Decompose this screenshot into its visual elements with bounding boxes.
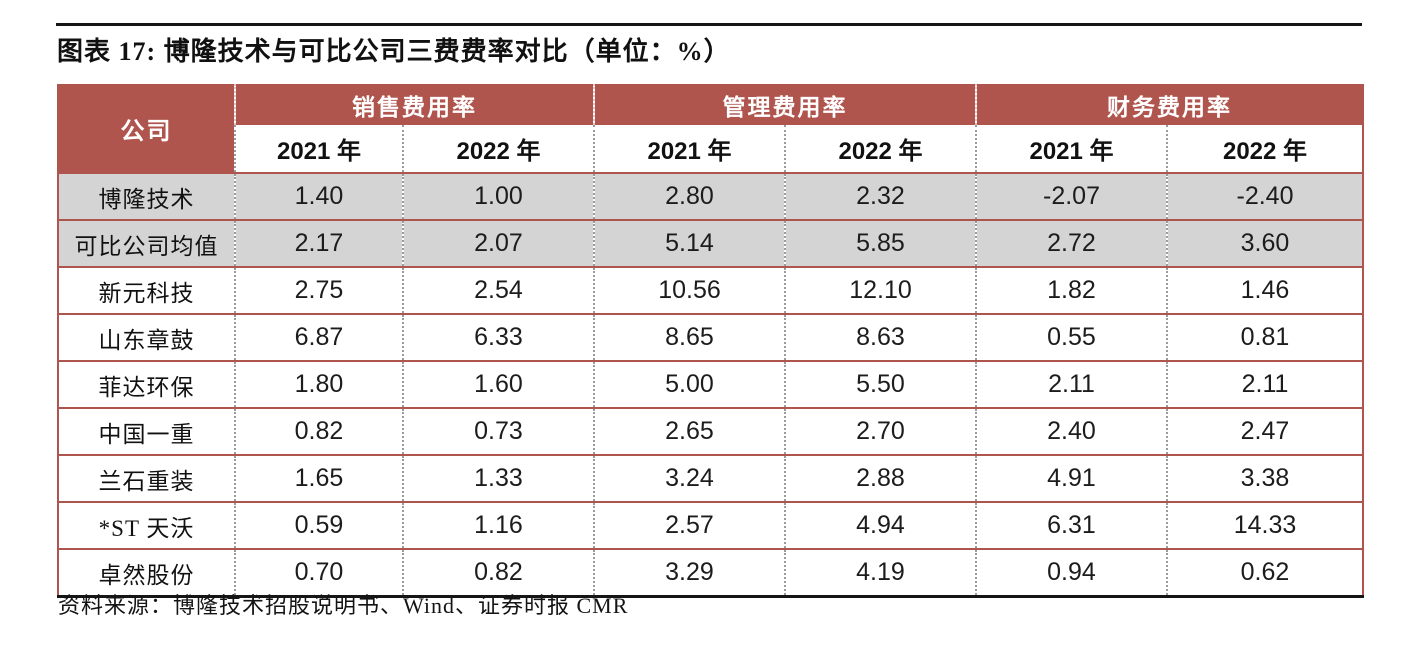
value-cell: 0.62 (1166, 548, 1363, 597)
value-cell: 2.32 (784, 172, 976, 220)
value-cell: 5.00 (593, 360, 785, 408)
value-cell: 1.65 (234, 454, 403, 502)
value-cell: 2.57 (593, 501, 785, 549)
table-row: 可比公司均值 2.17 2.07 5.14 5.85 2.72 3.60 (58, 219, 1363, 267)
value-cell: -2.40 (1166, 172, 1363, 220)
table-row: 卓然股份 0.70 0.82 3.29 4.19 0.94 0.62 (58, 548, 1363, 597)
value-cell: 5.50 (784, 360, 976, 408)
company-cell: 山东章鼓 (58, 313, 235, 361)
value-cell: 6.31 (975, 501, 1167, 549)
value-cell: 1.82 (975, 266, 1167, 314)
value-cell: 14.33 (1166, 501, 1363, 549)
value-cell: 1.16 (402, 501, 594, 549)
value-cell: 8.63 (784, 313, 976, 361)
value-cell: 1.46 (1166, 266, 1363, 314)
value-cell: 6.87 (234, 313, 403, 361)
value-cell: 5.85 (784, 219, 976, 267)
table-row: 山东章鼓 6.87 6.33 8.65 8.63 0.55 0.81 (58, 313, 1363, 361)
table-row: 兰石重装 1.65 1.33 3.24 2.88 4.91 3.38 (58, 454, 1363, 502)
value-cell: 0.81 (1166, 313, 1363, 361)
value-cell: 0.59 (234, 501, 403, 549)
year-header-row: 2021 年 2022 年 2021 年 2022 年 2021 年 2022 … (58, 125, 1363, 173)
value-cell: 2.40 (975, 407, 1167, 455)
value-cell: 1.00 (402, 172, 594, 220)
table-row: 博隆技术 1.40 1.00 2.80 2.32 -2.07 -2.40 (58, 172, 1363, 220)
year-header: 2022 年 (784, 125, 976, 173)
expense-ratio-table-wrap: 公司 销售费用率 管理费用率 财务费用率 2021 年 2022 年 2021 … (57, 84, 1364, 598)
value-cell: 0.73 (402, 407, 594, 455)
value-cell: 6.33 (402, 313, 594, 361)
year-header: 2021 年 (593, 125, 785, 173)
source-note: 资料来源：博隆技术招股说明书、Wind、证券时报 CMR (58, 593, 629, 618)
company-cell: 新元科技 (58, 266, 235, 314)
top-rule (56, 23, 1362, 26)
year-header: 2021 年 (975, 125, 1167, 173)
table-row: *ST 天沃 0.59 1.16 2.57 4.94 6.31 14.33 (58, 501, 1363, 549)
company-cell: *ST 天沃 (58, 501, 235, 549)
value-cell: 4.94 (784, 501, 976, 549)
value-cell: -2.07 (975, 172, 1167, 220)
year-header: 2021 年 (234, 125, 403, 173)
value-cell: 2.65 (593, 407, 785, 455)
value-cell: 2.11 (1166, 360, 1363, 408)
value-cell: 2.07 (402, 219, 594, 267)
value-cell: 2.47 (1166, 407, 1363, 455)
value-cell: 3.38 (1166, 454, 1363, 502)
value-cell: 1.80 (234, 360, 403, 408)
company-cell: 菲达环保 (58, 360, 235, 408)
value-cell: 2.17 (234, 219, 403, 267)
table-row: 新元科技 2.75 2.54 10.56 12.10 1.82 1.46 (58, 266, 1363, 314)
value-cell: 2.80 (593, 172, 785, 220)
value-cell: 0.70 (234, 548, 403, 597)
value-cell: 1.40 (234, 172, 403, 220)
value-cell: 2.88 (784, 454, 976, 502)
value-cell: 1.60 (402, 360, 594, 408)
company-cell: 可比公司均值 (58, 219, 235, 267)
value-cell: 2.11 (975, 360, 1167, 408)
value-cell: 2.75 (234, 266, 403, 314)
group-header-sales: 销售费用率 (234, 84, 594, 125)
year-header: 2022 年 (402, 125, 594, 173)
value-cell: 4.91 (975, 454, 1167, 502)
year-header: 2022 年 (1166, 125, 1363, 173)
table-row: 中国一重 0.82 0.73 2.65 2.70 2.40 2.47 (58, 407, 1363, 455)
value-cell: 2.72 (975, 219, 1167, 267)
value-cell: 0.55 (975, 313, 1167, 361)
value-cell: 2.70 (784, 407, 976, 455)
company-cell: 卓然股份 (58, 548, 235, 597)
company-cell: 博隆技术 (58, 172, 235, 220)
value-cell: 5.14 (593, 219, 785, 267)
group-header-admin: 管理费用率 (593, 84, 976, 125)
value-cell: 3.24 (593, 454, 785, 502)
value-cell: 10.56 (593, 266, 785, 314)
group-header-row: 公司 销售费用率 管理费用率 财务费用率 (58, 84, 1363, 173)
value-cell: 3.29 (593, 548, 785, 597)
figure-title: 图表 17: 博隆技术与可比公司三费费率对比（单位：%） (57, 37, 731, 66)
expense-ratio-table: 公司 销售费用率 管理费用率 财务费用率 2021 年 2022 年 2021 … (57, 84, 1364, 598)
value-cell: 8.65 (593, 313, 785, 361)
value-cell: 0.82 (234, 407, 403, 455)
group-header-finance: 财务费用率 (975, 84, 1363, 125)
value-cell: 4.19 (784, 548, 976, 597)
table-row: 菲达环保 1.80 1.60 5.00 5.50 2.11 2.11 (58, 360, 1363, 408)
column-header-company: 公司 (58, 84, 235, 173)
value-cell: 0.94 (975, 548, 1167, 597)
company-cell: 中国一重 (58, 407, 235, 455)
value-cell: 0.82 (402, 548, 594, 597)
value-cell: 3.60 (1166, 219, 1363, 267)
value-cell: 2.54 (402, 266, 594, 314)
value-cell: 1.33 (402, 454, 594, 502)
company-cell: 兰石重装 (58, 454, 235, 502)
value-cell: 12.10 (784, 266, 976, 314)
